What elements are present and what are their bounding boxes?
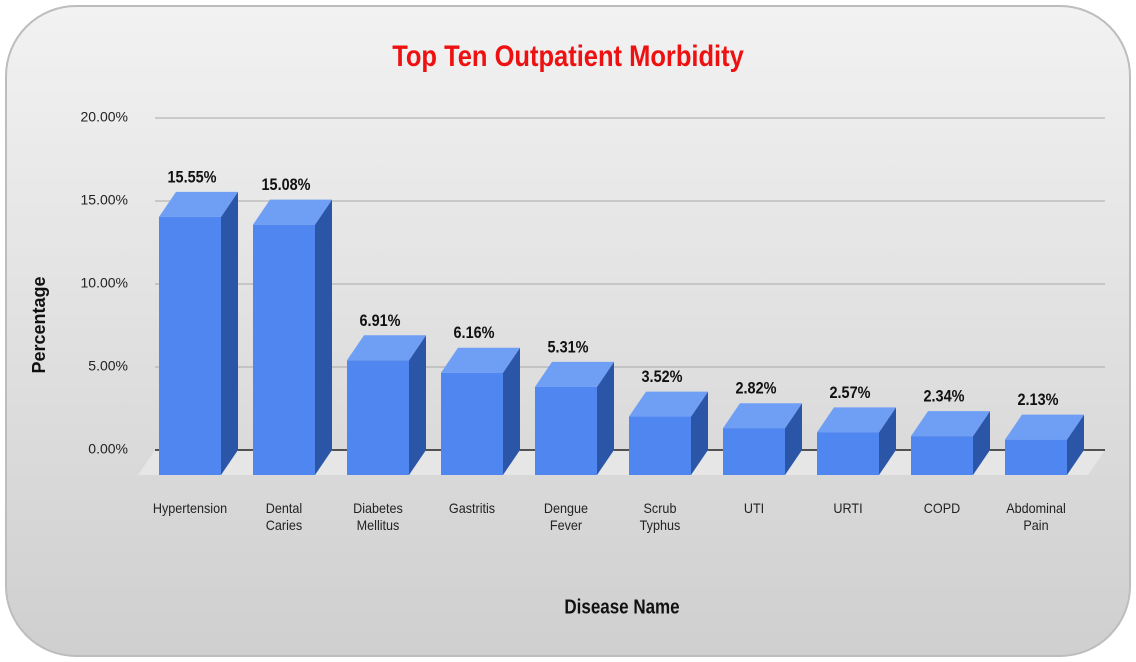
x-tick-label: UTI xyxy=(743,500,765,516)
bar-side xyxy=(597,361,614,475)
bar-side xyxy=(879,407,896,475)
x-tick-label: Dengue Fever xyxy=(543,500,589,533)
bar-side xyxy=(691,391,708,475)
bar-front xyxy=(347,360,409,475)
value-label: 3.52% xyxy=(642,368,683,386)
y-tick-label: 10.00% xyxy=(81,275,128,291)
bar-front xyxy=(1005,439,1067,475)
bar-top xyxy=(159,191,238,217)
y-tick-label: 15.00% xyxy=(81,192,128,208)
bar-top xyxy=(347,335,426,361)
bar xyxy=(1005,414,1084,475)
bar-front xyxy=(535,386,597,475)
bar xyxy=(441,347,520,475)
y-tick-label: 20.00% xyxy=(81,109,128,125)
value-label: 6.91% xyxy=(360,312,401,330)
bar-front xyxy=(723,428,785,475)
x-tick-label: Dental Caries xyxy=(265,500,303,533)
bar xyxy=(159,191,238,475)
x-tick-label: Scrub Typhus xyxy=(639,500,681,533)
value-label: 5.31% xyxy=(548,338,589,356)
bar-top xyxy=(629,391,708,417)
bar-side xyxy=(503,347,520,475)
bar xyxy=(347,335,426,475)
x-tick-label: Diabetes Mellitus xyxy=(353,500,403,533)
x-tick-label: Gastritis xyxy=(448,500,496,516)
bar-top xyxy=(817,407,896,433)
x-tick-label: Hypertension xyxy=(152,500,228,516)
bar-front xyxy=(629,416,691,475)
y-tick-label: 5.00% xyxy=(88,358,128,374)
bar xyxy=(629,391,708,475)
bar-top xyxy=(911,411,990,437)
bar-front xyxy=(159,216,221,475)
bar-side xyxy=(221,191,238,475)
value-label: 15.55% xyxy=(168,168,217,186)
x-tick-label: Abdominal Pain xyxy=(1006,500,1066,533)
bar xyxy=(723,403,802,475)
bar-side xyxy=(785,403,802,475)
bar-side xyxy=(973,411,990,475)
y-axis-title: Percentage xyxy=(29,276,49,373)
bar-top xyxy=(253,199,332,225)
value-label: 2.57% xyxy=(830,384,871,402)
bar-front xyxy=(817,432,879,475)
bar-front xyxy=(253,224,315,475)
bar-top xyxy=(441,347,520,373)
value-label: 6.16% xyxy=(454,324,495,342)
bar xyxy=(253,199,332,475)
bar-front xyxy=(911,436,973,475)
bar-front xyxy=(441,372,503,475)
value-label: 2.82% xyxy=(736,380,777,398)
bar-top xyxy=(723,403,802,429)
x-tick-label: COPD xyxy=(923,500,961,516)
bar-side xyxy=(1067,414,1084,475)
x-tick-label: URTI xyxy=(833,500,863,516)
bar-side xyxy=(315,199,332,475)
x-axis-title: Disease Name xyxy=(564,595,679,618)
chart-title: Top Ten Outpatient Morbidity xyxy=(392,39,744,72)
bar-top xyxy=(1005,414,1084,440)
value-label: 15.08% xyxy=(262,176,311,194)
bar xyxy=(535,361,614,475)
bar xyxy=(911,411,990,475)
bar xyxy=(817,407,896,475)
bar-top xyxy=(535,361,614,387)
y-tick-label: 0.00% xyxy=(88,441,128,457)
bar-side xyxy=(409,335,426,475)
card xyxy=(5,5,1131,657)
value-label: 2.34% xyxy=(924,388,965,406)
value-label: 2.13% xyxy=(1018,391,1059,409)
